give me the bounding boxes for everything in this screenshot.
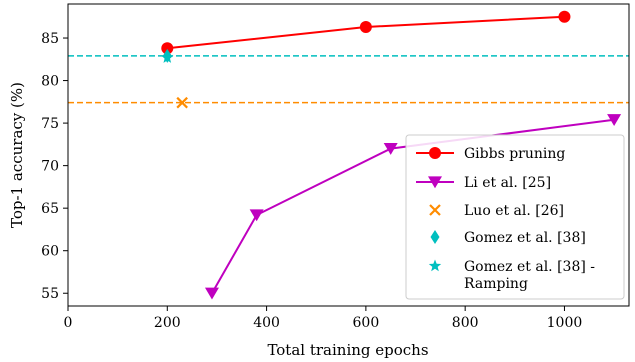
plot-frame — [67, 3, 630, 307]
legend-label: Li et al. [25] — [464, 175, 551, 191]
legend-marker — [429, 204, 441, 216]
series-2-point — [607, 114, 622, 126]
x-tick-label: 400 — [253, 315, 280, 331]
series-3-point — [176, 96, 188, 109]
series-1-point — [558, 10, 571, 23]
x-tick-label: 600 — [353, 315, 380, 331]
series-2-point — [383, 143, 398, 155]
legend-marker — [428, 259, 442, 272]
legend-box — [405, 134, 625, 300]
series-markers — [161, 10, 622, 300]
x-tick-label: 200 — [154, 315, 181, 331]
legend-label: Gomez et al. [38] - — [464, 259, 595, 275]
series-2-line — [211, 118, 615, 294]
y-tick-label: 70 — [41, 159, 59, 175]
legend-marker — [428, 176, 442, 189]
series-5-point — [161, 51, 174, 63]
x-tick-label: 0 — [64, 315, 73, 331]
y-tick-label: 55 — [41, 286, 59, 302]
series-1-point — [359, 20, 372, 33]
legend-marker — [430, 230, 440, 244]
legend-label: Gibbs pruning — [464, 146, 565, 162]
series-2-point — [249, 209, 264, 222]
legend-label: Luo et al. [26] — [464, 203, 564, 219]
x-axis-label: Total training epochs — [267, 341, 428, 359]
legend-label: Ramping — [464, 276, 528, 292]
series-1-point — [161, 42, 174, 55]
y-tick-label: 75 — [41, 116, 59, 132]
legend-label: Gomez et al. [38] — [464, 230, 586, 246]
series-2-point — [204, 287, 219, 300]
y-tick-label: 80 — [41, 74, 59, 90]
x-tick-label: 1000 — [547, 315, 583, 331]
y-tick-label: 60 — [41, 244, 59, 260]
legend: Gibbs pruning Li et al. [25] Luo et al. [2… — [405, 134, 625, 300]
y-tick-label: 85 — [41, 31, 59, 47]
axis-ticks: 0 200 400 600 800 1000 55 60 65 70 75 80 85 — [41, 31, 582, 331]
y-axis-label: Top-1 accuracy (%) — [8, 82, 26, 228]
x-tick-label: 800 — [452, 315, 479, 331]
legend-marker — [429, 147, 441, 159]
y-tick-label: 65 — [41, 201, 59, 217]
